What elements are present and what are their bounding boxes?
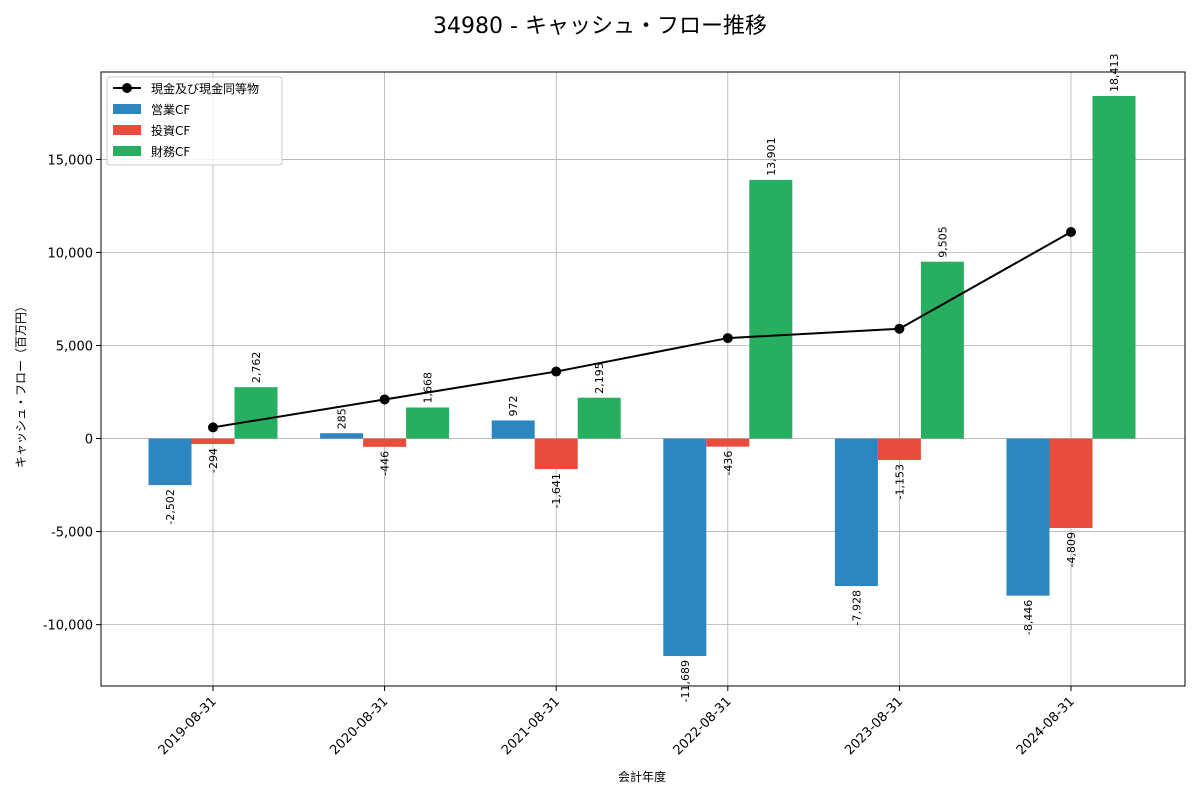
x-tick-label: 2021-08-31 (499, 694, 563, 758)
data-label: 18,413 (1108, 53, 1121, 92)
x-tick-label: 2022-08-31 (671, 694, 735, 758)
bar-operating (663, 438, 707, 657)
bar-financing (1092, 95, 1136, 439)
data-label: 13,901 (765, 137, 778, 176)
cash-equivalents-point (551, 366, 562, 377)
legend-line-marker (122, 83, 132, 93)
x-tick-label: 2024-08-31 (1014, 694, 1078, 758)
data-label: -1,153 (893, 464, 906, 499)
legend-swatch (113, 146, 141, 156)
cash-equivalents-point (208, 422, 218, 433)
y-tick-label: 15,000 (48, 153, 94, 168)
legend-box (106, 76, 283, 166)
bar-financing (234, 387, 278, 439)
data-label: 285 (336, 408, 349, 429)
data-label: -294 (207, 448, 220, 473)
legend-item-cash: 現金及び現金同等物 (151, 81, 259, 96)
plot-frame (100, 71, 1186, 687)
chart-title: 34980 - キャッシュ・フロー推移 (433, 14, 767, 39)
bar-operating (320, 433, 364, 439)
bar-investing (191, 438, 235, 445)
bar-financing (577, 397, 621, 439)
bar-operating (491, 420, 535, 439)
data-label: 9,505 (936, 226, 949, 258)
legend-item: 財務CF (151, 144, 190, 159)
y-tick-label: 10,000 (48, 246, 94, 261)
cash-equivalents-line (212, 231, 1072, 429)
data-label: -436 (722, 451, 735, 476)
bar-investing (877, 438, 921, 460)
bar-investing (363, 438, 407, 447)
bar-operating (148, 438, 192, 486)
legend-item: 営業CF (151, 103, 190, 117)
data-label: -4,809 (1065, 532, 1078, 567)
data-label: 972 (507, 395, 520, 416)
y-axis-label: キャッシュ・フロー（百万円） (14, 300, 28, 468)
data-label: 1,668 (422, 372, 435, 404)
bar-operating (1006, 438, 1050, 596)
bar-financing (406, 407, 450, 439)
data-label: -8,446 (1022, 600, 1035, 635)
x-tick-label: 2020-08-31 (327, 694, 391, 758)
x-tick-label: 2019-08-31 (156, 694, 220, 758)
data-label: 2,762 (250, 352, 263, 384)
data-label: -446 (379, 451, 392, 476)
legend-item: 投資CF (151, 123, 190, 138)
data-label: -1,641 (550, 473, 563, 508)
x-tick-label: 2023-08-31 (842, 694, 906, 758)
data-label: 2,195 (593, 362, 606, 394)
y-tick-label: 5,000 (56, 340, 93, 355)
bar-investing (534, 438, 578, 470)
bar-operating (834, 438, 878, 587)
data-label: -7,928 (850, 590, 863, 625)
bar-investing (1049, 438, 1093, 529)
y-tick-label: 0 (85, 433, 93, 448)
cash-equivalents-point (1066, 227, 1076, 238)
bar-investing (706, 438, 750, 447)
cash-equivalents-point (722, 333, 733, 344)
legend-swatch (113, 104, 141, 114)
bar-financing (920, 261, 964, 439)
legend-swatch (113, 125, 141, 135)
cash-equivalents-point (379, 394, 390, 405)
x-axis-label: 会計年度 (618, 769, 666, 784)
y-tick-label: -5,000 (51, 526, 93, 541)
cash-equivalents-point (894, 323, 905, 334)
data-label: -11,689 (679, 660, 692, 702)
y-tick-label: -10,000 (43, 619, 93, 634)
bar-financing (749, 179, 793, 439)
data-label: -2,502 (164, 489, 177, 524)
